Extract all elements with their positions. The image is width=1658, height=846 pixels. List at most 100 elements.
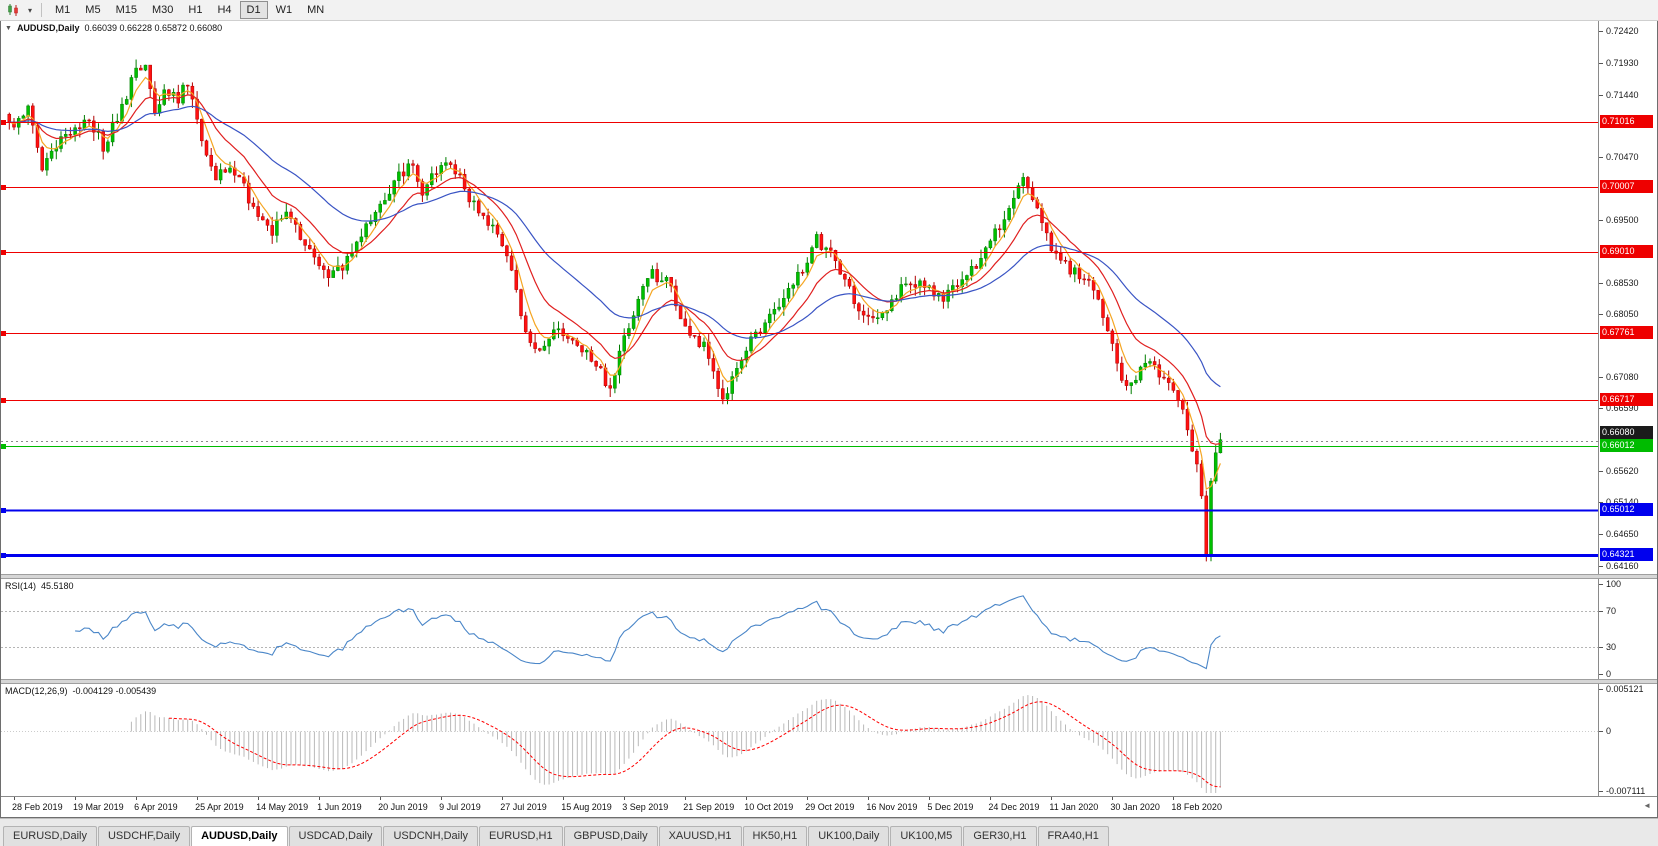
price-tick-label: 0.70470: [1606, 152, 1639, 163]
macd-panel[interactable]: 0.005121 0 -0.007111 MACD(12,26,9) -0.0041…: [1, 684, 1657, 796]
price-tick-mark: [1599, 63, 1603, 65]
date-label: 1 Jun 2019: [317, 802, 362, 812]
chart-tab-usdchf-daily[interactable]: USDCHF,Daily: [97, 826, 191, 846]
date-tick-mark: [1173, 797, 1175, 800]
chart-tab-uk100-daily[interactable]: UK100,Daily: [808, 826, 890, 846]
price-scale[interactable]: 0.72420 0.71930 0.71440 0.70470 0.69500 0.685…: [1598, 21, 1657, 574]
chart-tab-fra40-h1[interactable]: FRA40,H1: [1037, 826, 1109, 846]
level-handle-icon[interactable]: [1, 444, 6, 449]
macd-tick-label: -0.007111: [1606, 786, 1646, 796]
price-tick-mark: [1599, 94, 1603, 96]
price-tick-mark: [1599, 157, 1603, 159]
price-tick-mark: [1599, 31, 1603, 33]
date-label: 6 Apr 2019: [134, 802, 178, 812]
date-label: 21 Sep 2019: [683, 802, 735, 812]
chart-stack: 0.72420 0.71930 0.71440 0.70470 0.69500 0.685…: [0, 21, 1658, 818]
date-label: 3 Sep 2019: [622, 802, 669, 812]
date-tick-mark: [502, 797, 504, 800]
chart-tab-uk100-m5[interactable]: UK100,M5: [890, 826, 963, 846]
date-tick-mark: [685, 797, 687, 800]
price-tick-mark: [1599, 376, 1603, 378]
chart-tab-eurusd-h1[interactable]: EURUSD,H1: [479, 826, 563, 846]
level-handle-icon[interactable]: [1, 553, 6, 558]
date-label: 24 Dec 2019: [988, 802, 1040, 812]
chart-tab-ger30-h1[interactable]: GER30,H1: [963, 826, 1037, 846]
rsi-tick-mark: [1599, 584, 1603, 585]
timeframe-button-m5[interactable]: M5: [85, 4, 101, 16]
price-tick-label: 0.69500: [1606, 215, 1639, 226]
date-label: 29 Oct 2019: [805, 802, 855, 812]
timeframe-button-mn[interactable]: MN: [307, 4, 325, 16]
level-handle-icon[interactable]: [1, 250, 6, 255]
price-tick-label: 0.71440: [1606, 89, 1639, 100]
chart-tab-hk50-h1[interactable]: HK50,H1: [742, 826, 808, 846]
rsi-tick-label: 70: [1606, 605, 1617, 616]
macd-canvas: [1, 695, 1598, 793]
macd-header: MACD(12,26,9) -0.004129 -0.005439: [5, 686, 156, 696]
date-tick-mark: [746, 797, 748, 800]
price-tick-label: 0.65620: [1606, 466, 1639, 477]
level-price-label: 0.64321: [1600, 548, 1653, 562]
date-label: 25 Apr 2019: [195, 802, 244, 812]
chart-tab-usdcnh-daily[interactable]: USDCNH,Daily: [383, 826, 479, 846]
timeframe-button-h4[interactable]: H4: [217, 4, 232, 16]
timeframe-button-w1[interactable]: W1: [275, 4, 293, 16]
chart-tabs: EURUSD,Daily USDCHF,Daily AUDUSD,Daily USDC…: [0, 818, 1658, 846]
panel-separator[interactable]: [1, 574, 1657, 579]
date-tick-mark: [14, 797, 16, 800]
current-price-label: 0.66080: [1600, 425, 1653, 439]
level-price-label: 0.66012: [1600, 438, 1653, 452]
chart-tab-usdcad-daily[interactable]: USDCAD,Daily: [288, 826, 383, 846]
macd-tick-label: 0: [1606, 726, 1612, 737]
rsi-scale[interactable]: 100 70 30 0: [1598, 579, 1657, 679]
candles-group: [7, 59, 1223, 562]
level-handle-icon[interactable]: [1, 331, 6, 336]
rsi-tick-label: 0: [1606, 669, 1612, 679]
price-tick-mark: [1599, 282, 1603, 284]
collapse-arrow-icon[interactable]: ▼: [5, 24, 12, 32]
price-tick-label: 0.64650: [1606, 528, 1639, 539]
price-tick-mark: [1599, 502, 1603, 504]
timeframe-button-m15[interactable]: M15: [115, 4, 137, 16]
main-chart-canvas[interactable]: [1, 21, 1598, 574]
rsi-panel[interactable]: 100 70 30 0 RSI(14) 45.5180: [1, 579, 1657, 679]
date-label: 20 Jun 2019: [378, 802, 428, 812]
timeframe-button-h1[interactable]: H1: [188, 4, 203, 16]
macd-tick-mark: [1599, 689, 1603, 690]
toolbar-dropdown-caret-icon[interactable]: ▾: [28, 5, 33, 15]
price-tick-mark: [1599, 533, 1603, 535]
ma-line-34: [9, 105, 1221, 388]
price-tick-label: 0.64160: [1606, 560, 1639, 571]
timeframe-button-m1[interactable]: M1: [55, 4, 71, 16]
date-axis: ◄ 28 Feb 2019 19 Mar 2019 6 Apr 2019 25 Apr…: [1, 796, 1657, 817]
timeframe-button-m30[interactable]: M30: [151, 4, 174, 16]
ma-line-5: [9, 76, 1221, 491]
chart-tab-eurusd-daily[interactable]: EURUSD,Daily: [3, 826, 97, 846]
date-label: 28 Feb 2019: [12, 802, 63, 812]
level-handle-icon[interactable]: [1, 508, 6, 513]
main-chart-panel[interactable]: 0.72420 0.71930 0.71440 0.70470 0.69500 0.685…: [1, 21, 1657, 574]
macd-scale[interactable]: 0.005121 0 -0.007111: [1598, 684, 1657, 796]
chart-type-icon[interactable]: [4, 1, 24, 19]
level-handle-icon[interactable]: [1, 120, 6, 125]
date-tick-mark: [75, 797, 77, 800]
rsi-value: 45.5180: [41, 581, 74, 591]
macd-tick-mark: [1599, 731, 1603, 733]
date-tick-mark: [807, 797, 809, 800]
macd-value: -0.004129 -0.005439: [72, 686, 157, 696]
timeframe-button-d1[interactable]: D1: [239, 1, 268, 19]
level-handle-icon[interactable]: [1, 185, 6, 190]
price-tick-label: 0.66590: [1606, 403, 1639, 414]
toolbar: ▾ M1 M5 M15 M30 H1 H4 D1 W1 MN: [0, 0, 1658, 21]
chart-tab-audusd-daily[interactable]: AUDUSD,Daily: [191, 826, 288, 846]
rsi-label: RSI(14): [5, 581, 37, 591]
chart-tab-xauusd-h1[interactable]: XAUUSD,H1: [658, 826, 742, 846]
price-tick-mark: [1599, 313, 1603, 315]
panel-separator[interactable]: [1, 679, 1657, 684]
price-tick-label: 0.72420: [1606, 26, 1639, 37]
chart-tab-gbpusd-daily[interactable]: GBPUSD,Daily: [563, 826, 658, 846]
level-handle-icon[interactable]: [1, 398, 6, 403]
scrollbar-left-arrow-icon[interactable]: ◄: [1643, 801, 1651, 810]
date-label: 27 Jul 2019: [500, 802, 547, 812]
